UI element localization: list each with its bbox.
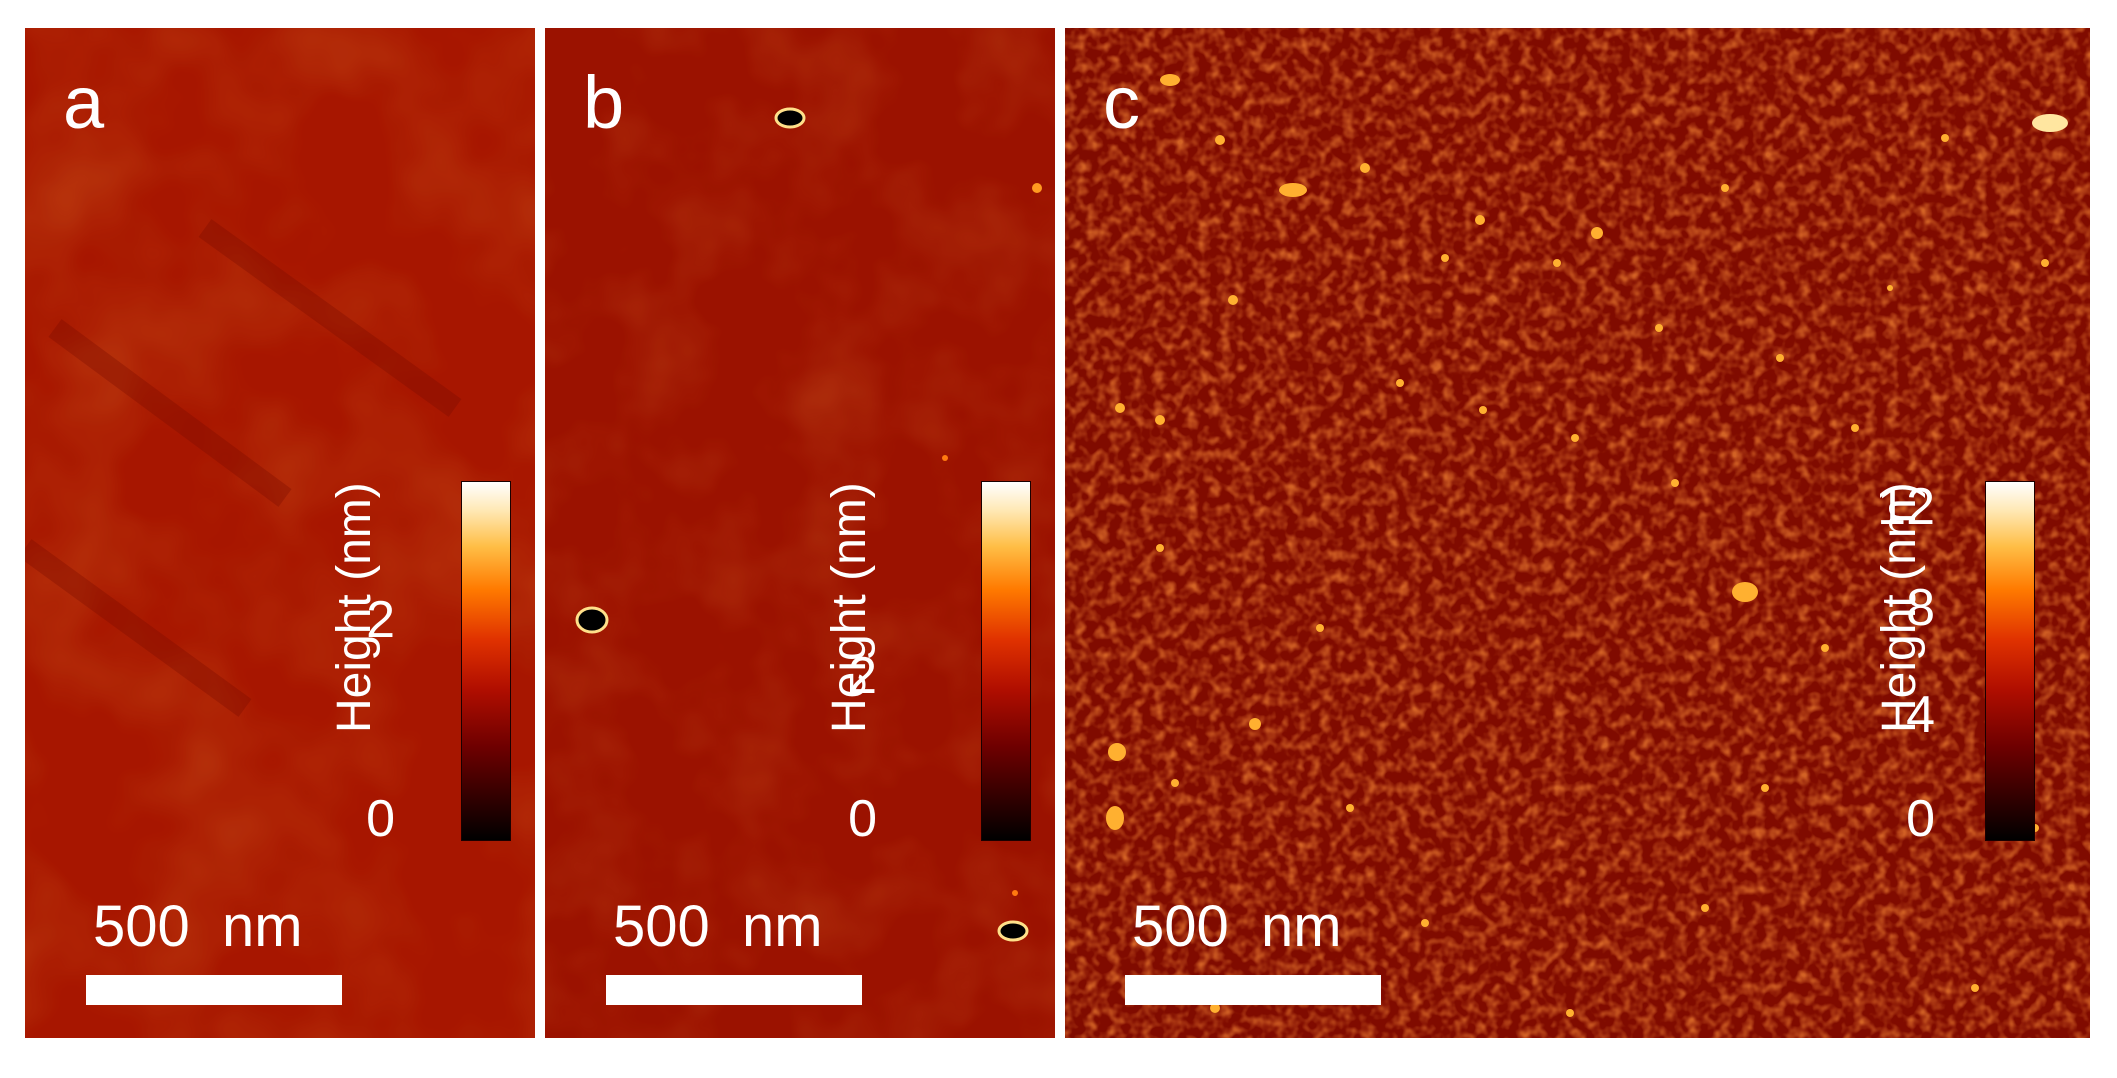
colorbar-a [461,481,511,841]
colorbar-tick-b-2: 2 [848,647,877,705]
panel-label-c: c [1103,61,1140,144]
colorbar-c [1985,481,2035,841]
scalebar-c [1125,975,1381,1005]
colorbar-tick-a-2: 2 [366,591,395,649]
panel-label-b: b [583,61,625,144]
scalebar-label-b: 500 nm [613,894,823,959]
afm-height-map-b [545,28,1055,1038]
colorbar-b [981,481,1031,841]
panel-label-a: a [63,61,105,144]
particles-c [1106,74,2068,1017]
afm-height-map-c [1065,28,2090,1038]
colorbar-tick-a-0: 0 [366,790,395,848]
afm-height-map-a [25,28,535,1038]
colorbar-tick-c-0: 0 [1906,790,1935,848]
afm-panel-a: a Height (nm) 2 0 500 nm [25,28,535,1038]
scalebar-label-c: 500 nm [1132,894,1342,959]
colorbar-tick-c-12: 12 [1877,478,1935,536]
scalebar-label-a: 500 nm [93,894,303,959]
scalebar-a [86,975,342,1005]
afm-panel-c: c Height (nm) 12 8 4 0 500 nm [1065,28,2090,1038]
colorbar-tick-c-4: 4 [1906,686,1935,744]
colorbar-tick-b-0: 0 [848,790,877,848]
afm-panel-b: b Height (nm) 2 0 500 nm [545,28,1055,1038]
colorbar-tick-c-8: 8 [1906,579,1935,637]
scalebar-b [606,975,862,1005]
